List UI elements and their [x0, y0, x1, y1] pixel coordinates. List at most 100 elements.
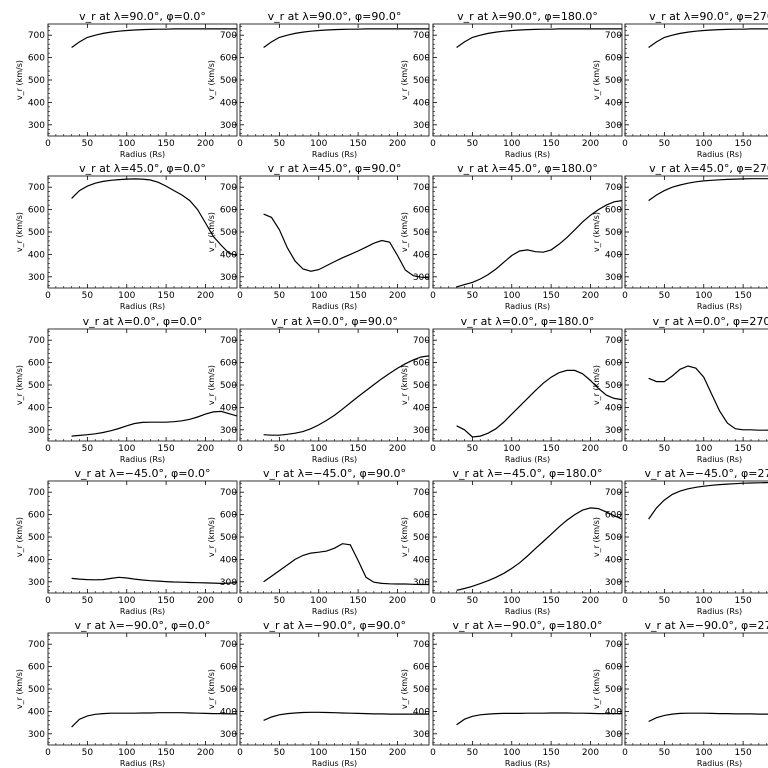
- panel-title: v_r at λ=90.0°, φ=270.0°: [649, 10, 768, 23]
- x-tick-label: 200: [389, 444, 406, 454]
- x-tick-label: 200: [389, 596, 406, 606]
- y-tick-label: 500: [28, 76, 45, 86]
- chart-panel-13: v_r at λ=−45.0°, φ=90.0° 0 50 100 150 200 300 4…: [207, 467, 430, 616]
- x-tick-label: 0: [45, 444, 51, 454]
- y-axis-label: v_r (km/s): [592, 212, 601, 252]
- x-tick-label: 100: [503, 748, 520, 758]
- x-tick-label: 100: [310, 748, 327, 758]
- series-line: [456, 369, 623, 438]
- y-axis-label: v_r (km/s): [207, 669, 216, 709]
- x-tick-label: 100: [695, 596, 712, 606]
- x-tick-label: 150: [735, 596, 752, 606]
- y-tick-label: 300: [220, 730, 237, 740]
- x-tick-label: 0: [45, 291, 51, 301]
- series-line: [263, 28, 429, 48]
- y-tick-label: 300: [28, 121, 45, 131]
- chart-panel-1: v_r at λ=90.0°, φ=90.0° 0 50 100 150 200 300 40…: [207, 10, 430, 159]
- y-tick-label: 500: [28, 381, 45, 391]
- y-tick-label: 500: [413, 76, 430, 86]
- x-tick-label: 100: [310, 139, 327, 149]
- panel-title: v_r at λ=45.0°, φ=90.0°: [268, 162, 402, 175]
- y-axis-label: v_r (km/s): [592, 669, 601, 709]
- chart-panel-4: v_r at λ=45.0°, φ=0.0° 0 50 100 150 200 300 400…: [15, 162, 238, 311]
- panel-title: v_r at λ=0.0°, φ=270.0°: [653, 315, 768, 328]
- x-tick-label: 150: [350, 139, 367, 149]
- x-tick-label: 100: [695, 444, 712, 454]
- series-line: [263, 543, 429, 586]
- chart-panel-9: v_r at λ=0.0°, φ=90.0° 0 50 100 150 200 300 400…: [207, 315, 430, 464]
- panel-title: v_r at λ=−45.0°, φ=0.0°: [75, 467, 211, 480]
- x-tick-label: 50: [82, 291, 94, 301]
- series-line: [456, 200, 623, 288]
- x-tick-label: 50: [82, 596, 94, 606]
- y-tick-label: 300: [605, 426, 622, 436]
- panel-title: v_r at λ=45.0°, φ=180.0°: [457, 162, 598, 175]
- y-tick-label: 600: [605, 359, 622, 369]
- x-tick-label: 50: [467, 139, 479, 149]
- x-tick-label: 0: [45, 748, 51, 758]
- series-line: [648, 712, 768, 723]
- y-tick-label: 400: [28, 403, 45, 413]
- x-tick-label: 100: [695, 139, 712, 149]
- x-tick-label: 150: [158, 596, 175, 606]
- x-tick-label: 50: [82, 444, 94, 454]
- x-tick-label: 100: [310, 444, 327, 454]
- panel-title: v_r at λ=90.0°, φ=180.0°: [457, 10, 598, 23]
- y-tick-label: 400: [413, 707, 430, 717]
- x-axis-label: Radius (Rs): [697, 455, 742, 464]
- y-tick-label: 700: [413, 336, 430, 346]
- x-tick-label: 0: [622, 291, 628, 301]
- series-line: [71, 576, 238, 585]
- axes-frame: [624, 632, 768, 746]
- y-tick-label: 500: [605, 381, 622, 391]
- x-tick-label: 0: [237, 748, 243, 758]
- y-tick-label: 500: [220, 381, 237, 391]
- x-tick-label: 0: [237, 291, 243, 301]
- y-axis-label: v_r (km/s): [400, 365, 409, 405]
- y-tick-label: 400: [220, 98, 237, 108]
- x-axis-label: Radius (Rs): [312, 302, 357, 311]
- x-axis-label: Radius (Rs): [120, 607, 165, 616]
- series-line: [71, 410, 238, 437]
- y-tick-label: 300: [28, 730, 45, 740]
- y-tick-label: 300: [605, 730, 622, 740]
- y-tick-label: 400: [413, 555, 430, 565]
- x-tick-label: 200: [197, 596, 214, 606]
- panel-title: v_r at λ=0.0°, φ=90.0°: [271, 315, 398, 328]
- x-axis-label: Radius (Rs): [505, 759, 550, 768]
- chart-panel-0: v_r at λ=90.0°, φ=0.0° 0 50 100 150 200 300 400…: [15, 10, 238, 159]
- chart-panel-19: v_r at λ=−90.0°, φ=270.0°050100150200300…: [592, 619, 768, 768]
- chart-panel-7: v_r at λ=45.0°, φ=270.0°0501001502003004…: [592, 162, 768, 311]
- series-line: [263, 711, 429, 721]
- x-tick-label: 150: [735, 748, 752, 758]
- x-tick-label: 100: [310, 596, 327, 606]
- x-tick-label: 0: [430, 748, 436, 758]
- y-tick-label: 400: [28, 98, 45, 108]
- x-tick-label: 100: [503, 444, 520, 454]
- x-tick-label: 50: [82, 139, 94, 149]
- y-axis-label: v_r (km/s): [592, 60, 601, 100]
- x-tick-label: 0: [622, 139, 628, 149]
- y-tick-label: 400: [605, 250, 622, 260]
- x-tick-label: 50: [274, 139, 286, 149]
- y-tick-label: 700: [220, 31, 237, 41]
- y-tick-label: 300: [413, 730, 430, 740]
- x-tick-label: 50: [274, 596, 286, 606]
- series-line: [648, 178, 768, 202]
- axes-frame: [624, 328, 768, 442]
- y-tick-label: 700: [28, 183, 45, 193]
- panel-title: v_r at λ=−45.0°, φ=270.0°: [645, 467, 768, 480]
- x-tick-label: 0: [430, 291, 436, 301]
- x-tick-label: 100: [503, 596, 520, 606]
- x-tick-label: 150: [543, 444, 560, 454]
- x-tick-label: 50: [274, 748, 286, 758]
- y-tick-label: 400: [28, 555, 45, 565]
- y-tick-label: 700: [605, 640, 622, 650]
- y-tick-label: 600: [605, 54, 622, 64]
- x-tick-label: 50: [467, 748, 479, 758]
- x-tick-label: 200: [197, 291, 214, 301]
- x-axis-label: Radius (Rs): [120, 302, 165, 311]
- y-tick-label: 700: [220, 488, 237, 498]
- y-tick-label: 700: [413, 488, 430, 498]
- y-axis-label: v_r (km/s): [15, 212, 24, 252]
